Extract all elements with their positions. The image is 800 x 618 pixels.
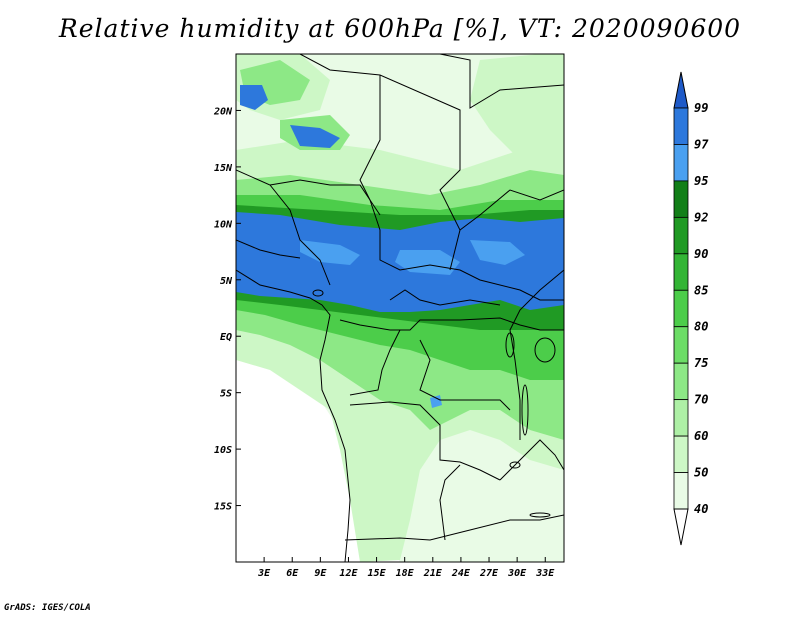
lon-tick-label: 24E: [451, 568, 471, 579]
colorbar-label: 90: [694, 247, 708, 261]
colorbar-swatch: [673, 326, 689, 364]
colorbar-legend: 99 97 95 92 90 85 80 75 70 60 50 40: [673, 71, 709, 546]
lon-tick-label: 33E: [535, 568, 555, 579]
map-plot-area: [236, 54, 564, 562]
lat-tick-label: 10N: [214, 219, 233, 230]
colorbar-label: 85: [694, 283, 708, 297]
colorbar-swatch: [673, 144, 689, 182]
country-boundaries: [236, 54, 564, 562]
rh-field-60-ne: [470, 54, 564, 160]
lon-tick-label: 12E: [339, 568, 358, 579]
rh-field-99: [300, 240, 360, 265]
colorbar-label: 70: [694, 393, 708, 407]
colorbar-label: 40: [694, 502, 708, 516]
lat-tick-label: 15N: [214, 163, 233, 174]
lat-tick-label: 20N: [213, 106, 233, 117]
lon-tick-label: 15E: [368, 568, 387, 579]
colorbar-swatch: [673, 362, 689, 401]
colorbar-swatch: [673, 289, 689, 328]
colorbar-label: 50: [694, 466, 708, 480]
lat-tick-label: EQ: [220, 332, 232, 343]
humidity-field: [236, 54, 564, 562]
lon-tick-label: 30E: [507, 568, 527, 579]
colorbar-label: 92: [694, 210, 708, 224]
lat-tick-label: 15S: [214, 502, 232, 513]
colorbar-label: 60: [694, 429, 708, 443]
colorbar-swatch: [673, 216, 689, 255]
colorbar-swatch: [673, 107, 689, 145]
rh-field-97-blob-n: [290, 125, 340, 148]
footer-credit: GrADS: IGES/COLA: [4, 603, 91, 613]
colorbar-label: 97: [694, 137, 709, 151]
lat-tick-label: 10S: [214, 445, 232, 456]
lakes: [312, 289, 556, 518]
rh-field-99c: [470, 240, 525, 265]
colorbar-min-arrow: [673, 508, 689, 546]
colorbar-label: 95: [694, 174, 708, 188]
lon-tick-label: 6E: [286, 568, 299, 579]
lat-tick-label: 5N: [220, 276, 233, 287]
colorbar-max-arrow: [673, 71, 689, 109]
colorbar-swatch: [673, 472, 689, 510]
latitude-axis: 20N 15N 10N 5N EQ 5S 10S 15S: [213, 106, 241, 513]
colorbar-swatch: [673, 180, 689, 218]
lat-tick-label: 5S: [220, 389, 232, 400]
rh-field-99b: [395, 250, 460, 275]
rh-field-97-blob-nw: [240, 85, 268, 110]
map-title: Relative humidity at 600hPa [%], VT: 202…: [58, 14, 742, 43]
colorbar-label: 75: [694, 356, 708, 370]
lon-tick-label: 18E: [396, 568, 415, 579]
lon-tick-label: 27E: [479, 568, 499, 579]
colorbar-label: 80: [694, 320, 708, 334]
colorbar-label: 99: [694, 101, 708, 115]
colorbar-swatch: [673, 253, 689, 291]
map-frame: [235, 53, 565, 563]
rh-field-lake: [430, 395, 442, 408]
colorbar-swatch: [673, 399, 689, 437]
lon-tick-label: 21E: [423, 568, 443, 579]
longitude-axis: 3E 6E 9E 12E 15E 18E 21E 24E 27E 30E 33E: [257, 557, 555, 579]
lon-tick-label: 9E: [314, 568, 327, 579]
colorbar-swatch: [673, 435, 689, 473]
lon-tick-label: 3E: [257, 568, 271, 579]
